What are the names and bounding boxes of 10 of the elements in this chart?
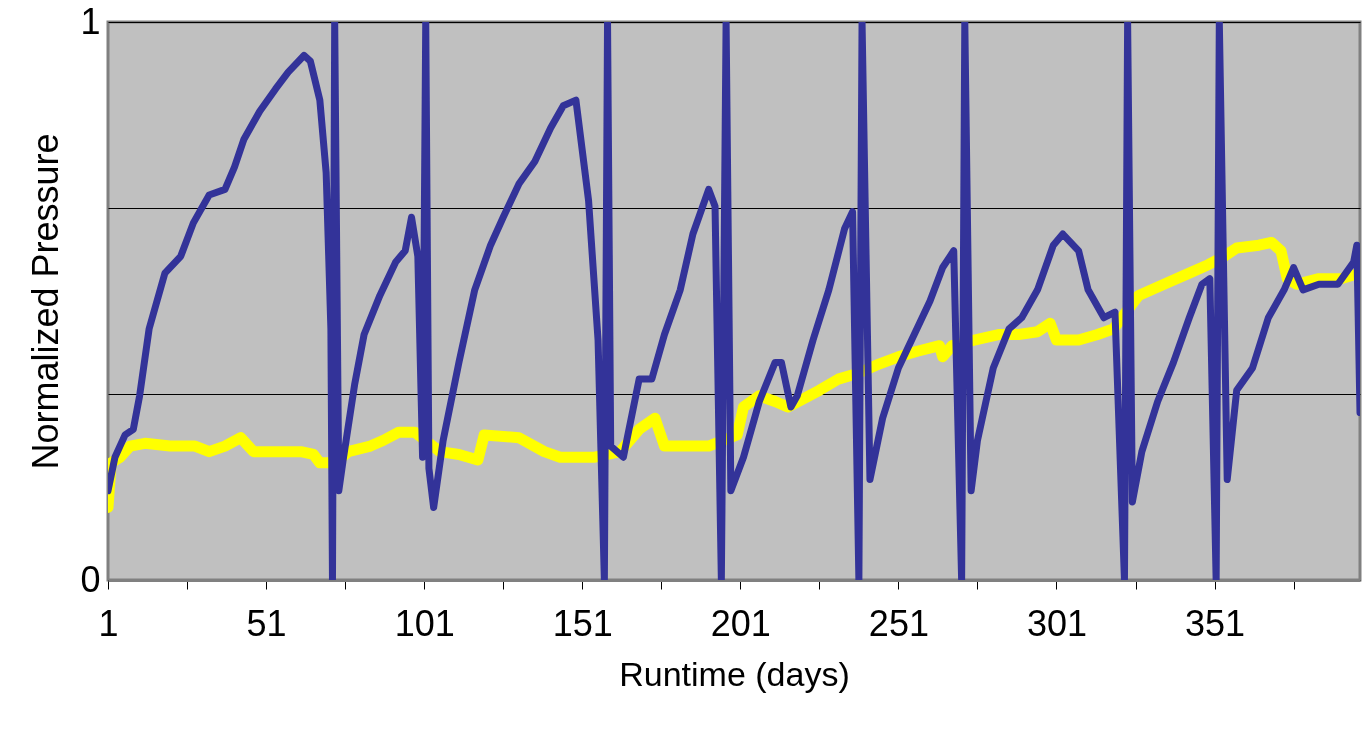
x-tick-label: 351 bbox=[1185, 602, 1246, 644]
y-tick-label: 0 bbox=[80, 558, 101, 600]
y-axis-title: Normalized Pressure bbox=[25, 133, 67, 470]
x-tick-label: 201 bbox=[710, 602, 771, 644]
x-axis-title: Runtime (days) bbox=[619, 654, 850, 693]
x-tick-label: 301 bbox=[1026, 602, 1088, 644]
x-tick-label: 101 bbox=[394, 602, 455, 644]
x-tick-label: 251 bbox=[868, 602, 929, 644]
x-tick-label: 151 bbox=[552, 602, 613, 644]
x-tick-label: 51 bbox=[246, 602, 287, 644]
